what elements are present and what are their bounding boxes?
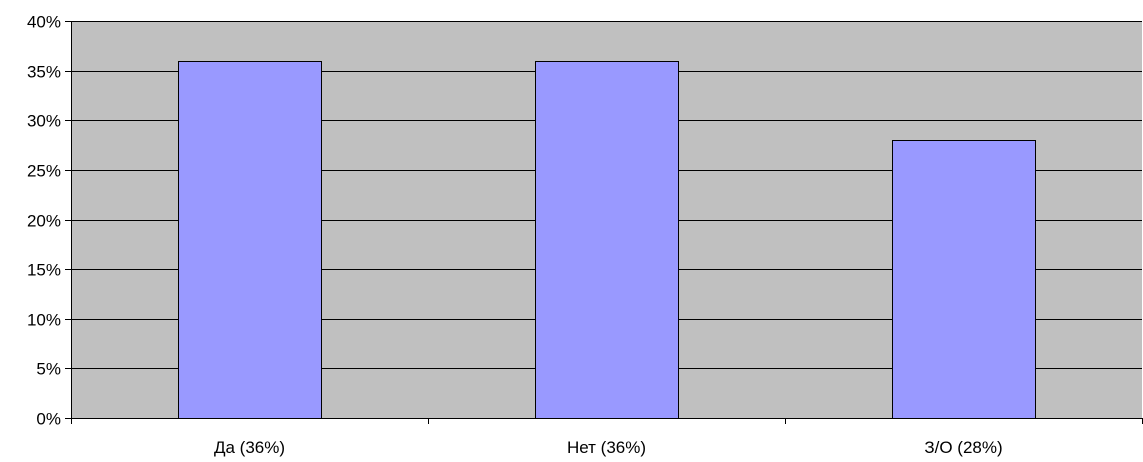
- x-tick-label: З/О (28%): [924, 438, 1002, 457]
- y-tick-label: 15%: [27, 261, 61, 280]
- y-tick-label: 5%: [36, 360, 61, 379]
- y-tick-label: 30%: [27, 112, 61, 131]
- y-tick-label: 20%: [27, 212, 61, 231]
- y-tick-label: 10%: [27, 311, 61, 330]
- y-tick-label: 40%: [27, 13, 61, 32]
- x-tick-labels: Да (36%) Нет (36%) З/О (28%): [214, 438, 1003, 457]
- y-tick-label: 25%: [27, 162, 61, 181]
- y-tick-label: 0%: [36, 410, 61, 429]
- bar: [535, 61, 679, 419]
- bar: [178, 61, 322, 419]
- x-tick-label: Да (36%): [214, 438, 285, 457]
- y-tick-label: 35%: [27, 63, 61, 82]
- bar: [892, 140, 1036, 419]
- bars: [178, 61, 1036, 419]
- x-tick-label: Нет (36%): [567, 438, 646, 457]
- y-tick-labels: 0% 5% 10% 15% 20% 25% 30% 35% 40%: [27, 13, 61, 429]
